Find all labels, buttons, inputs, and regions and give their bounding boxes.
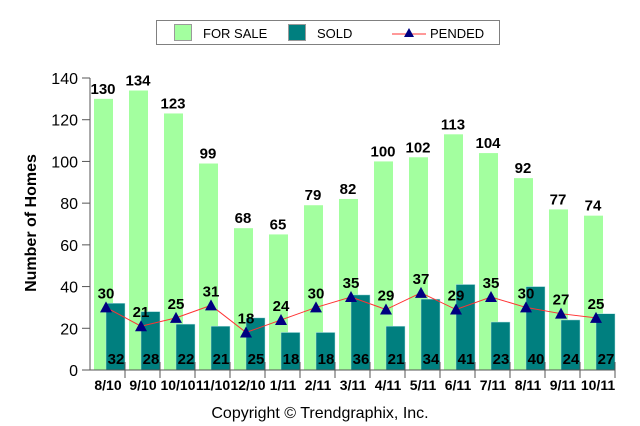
x-tick-label: 8/11 bbox=[515, 377, 542, 393]
sold-value-label: 18 bbox=[318, 351, 335, 368]
bar-for-sale bbox=[199, 163, 218, 370]
pended-marker bbox=[590, 311, 602, 323]
pended-value-label: 29 bbox=[448, 288, 465, 305]
sold-value-label: 21 bbox=[213, 351, 230, 368]
for-sale-value-label: 134 bbox=[125, 73, 151, 90]
legend: FOR SALE SOLD PENDED bbox=[156, 20, 500, 45]
legend-swatch-sold bbox=[288, 24, 306, 41]
pended-marker bbox=[380, 303, 392, 315]
pended-marker bbox=[345, 291, 357, 302]
sold-value-label: 40 bbox=[528, 351, 545, 368]
sold-value-label: 41 bbox=[458, 351, 475, 368]
bar-for-sale bbox=[94, 98, 113, 370]
x-tick-label: 10/10 bbox=[160, 377, 195, 393]
for-sale-value-label: 92 bbox=[515, 160, 532, 177]
pended-value-label: 37 bbox=[413, 271, 430, 288]
for-sale-value-label: 123 bbox=[160, 95, 185, 112]
sold-value-label: 32 bbox=[108, 351, 125, 368]
pended-value-label: 35 bbox=[483, 275, 500, 292]
pended-value-label: 27 bbox=[553, 292, 570, 309]
legend-swatch-for-sale bbox=[174, 24, 192, 41]
pended-value-label: 30 bbox=[308, 285, 325, 302]
for-sale-value-label: 102 bbox=[405, 139, 430, 156]
x-tick-label: 1/11 bbox=[270, 377, 297, 393]
sold-value-label: 23 bbox=[493, 351, 510, 368]
for-sale-value-label: 82 bbox=[340, 181, 357, 198]
pended-value-label: 29 bbox=[378, 288, 395, 305]
pended-marker bbox=[170, 311, 182, 323]
x-tick-label: 10/11 bbox=[581, 377, 615, 393]
pended-marker bbox=[205, 299, 217, 311]
y-tick-label: 140 bbox=[51, 71, 78, 88]
sold-value-label: 24 bbox=[563, 351, 580, 368]
sold-value-label: 28 bbox=[143, 351, 160, 368]
pended-value-label: 31 bbox=[203, 283, 220, 300]
x-tick-label: 3/11 bbox=[340, 377, 367, 393]
x-tick-label: 8/10 bbox=[94, 377, 121, 393]
pended-value-label: 21 bbox=[133, 304, 150, 321]
sold-value-label: 21 bbox=[388, 351, 405, 368]
for-sale-value-label: 99 bbox=[200, 146, 217, 163]
legend-label-pended: PENDED bbox=[430, 26, 485, 41]
pended-marker bbox=[415, 286, 427, 298]
pended-value-label: 24 bbox=[273, 298, 290, 315]
y-tick-label: 100 bbox=[51, 154, 78, 171]
pended-marker bbox=[450, 303, 462, 315]
sold-value-label: 18 bbox=[283, 351, 300, 368]
x-tick-label: 4/11 bbox=[375, 377, 402, 393]
legend-label-sold: SOLD bbox=[317, 26, 353, 41]
pended-marker bbox=[135, 320, 147, 332]
legend-label-for-sale: FOR SALE bbox=[203, 26, 268, 41]
x-tick-label: 7/11 bbox=[480, 377, 507, 393]
y-tick-label: 80 bbox=[60, 196, 78, 213]
pended-marker bbox=[520, 301, 532, 313]
for-sale-value-label: 68 bbox=[235, 210, 252, 227]
pended-value-label: 25 bbox=[588, 296, 605, 313]
pended-marker bbox=[275, 313, 287, 325]
pended-marker bbox=[310, 301, 322, 313]
for-sale-value-label: 65 bbox=[270, 216, 287, 233]
sold-value-label: 25 bbox=[248, 351, 265, 368]
bar-for-sale bbox=[164, 113, 183, 370]
x-tick-label: 9/10 bbox=[129, 377, 156, 393]
pended-value-label: 35 bbox=[343, 275, 360, 292]
pended-value-label: 30 bbox=[518, 285, 535, 302]
pended-marker bbox=[485, 291, 497, 302]
y-tick-label: 40 bbox=[60, 280, 78, 297]
y-tick-label: 0 bbox=[69, 363, 78, 380]
legend-line-marker-icon bbox=[392, 28, 426, 37]
for-sale-value-label: 130 bbox=[90, 81, 115, 98]
pended-marker bbox=[555, 307, 567, 319]
for-sale-value-label: 74 bbox=[585, 198, 602, 215]
for-sale-value-label: 113 bbox=[441, 116, 465, 133]
x-tick-label: 5/11 bbox=[410, 377, 437, 393]
y-tick-label: 120 bbox=[51, 113, 78, 130]
y-tick-label: 20 bbox=[60, 321, 78, 338]
pended-value-label: 18 bbox=[238, 310, 255, 327]
for-sale-value-label: 104 bbox=[475, 135, 501, 152]
x-tick-label: 11/10 bbox=[196, 377, 230, 393]
for-sale-value-label: 100 bbox=[370, 143, 395, 160]
x-tick-label: 6/11 bbox=[445, 377, 472, 393]
sold-value-label: 36 bbox=[353, 351, 370, 368]
x-tick-label: 2/11 bbox=[305, 377, 332, 393]
for-sale-value-label: 77 bbox=[550, 191, 567, 208]
x-tick-label: 9/11 bbox=[550, 377, 577, 393]
sold-value-label: 34 bbox=[423, 351, 440, 368]
bar-for-sale bbox=[304, 205, 323, 370]
bar-for-sale bbox=[479, 153, 498, 370]
y-tick-label: 60 bbox=[60, 238, 78, 255]
bar-for-sale bbox=[129, 90, 148, 370]
bar-for-sale bbox=[374, 161, 393, 370]
pended-marker bbox=[240, 326, 252, 338]
pended-value-label: 30 bbox=[98, 285, 115, 302]
sold-value-label: 22 bbox=[178, 351, 195, 368]
x-tick-label: 12/10 bbox=[230, 377, 265, 393]
pended-value-label: 25 bbox=[168, 296, 185, 313]
pended-marker bbox=[100, 301, 112, 313]
for-sale-value-label: 79 bbox=[305, 187, 322, 204]
copyright-footer: Copyright © Trendgraphix, Inc. bbox=[211, 405, 429, 422]
sold-value-label: 27 bbox=[598, 351, 615, 368]
